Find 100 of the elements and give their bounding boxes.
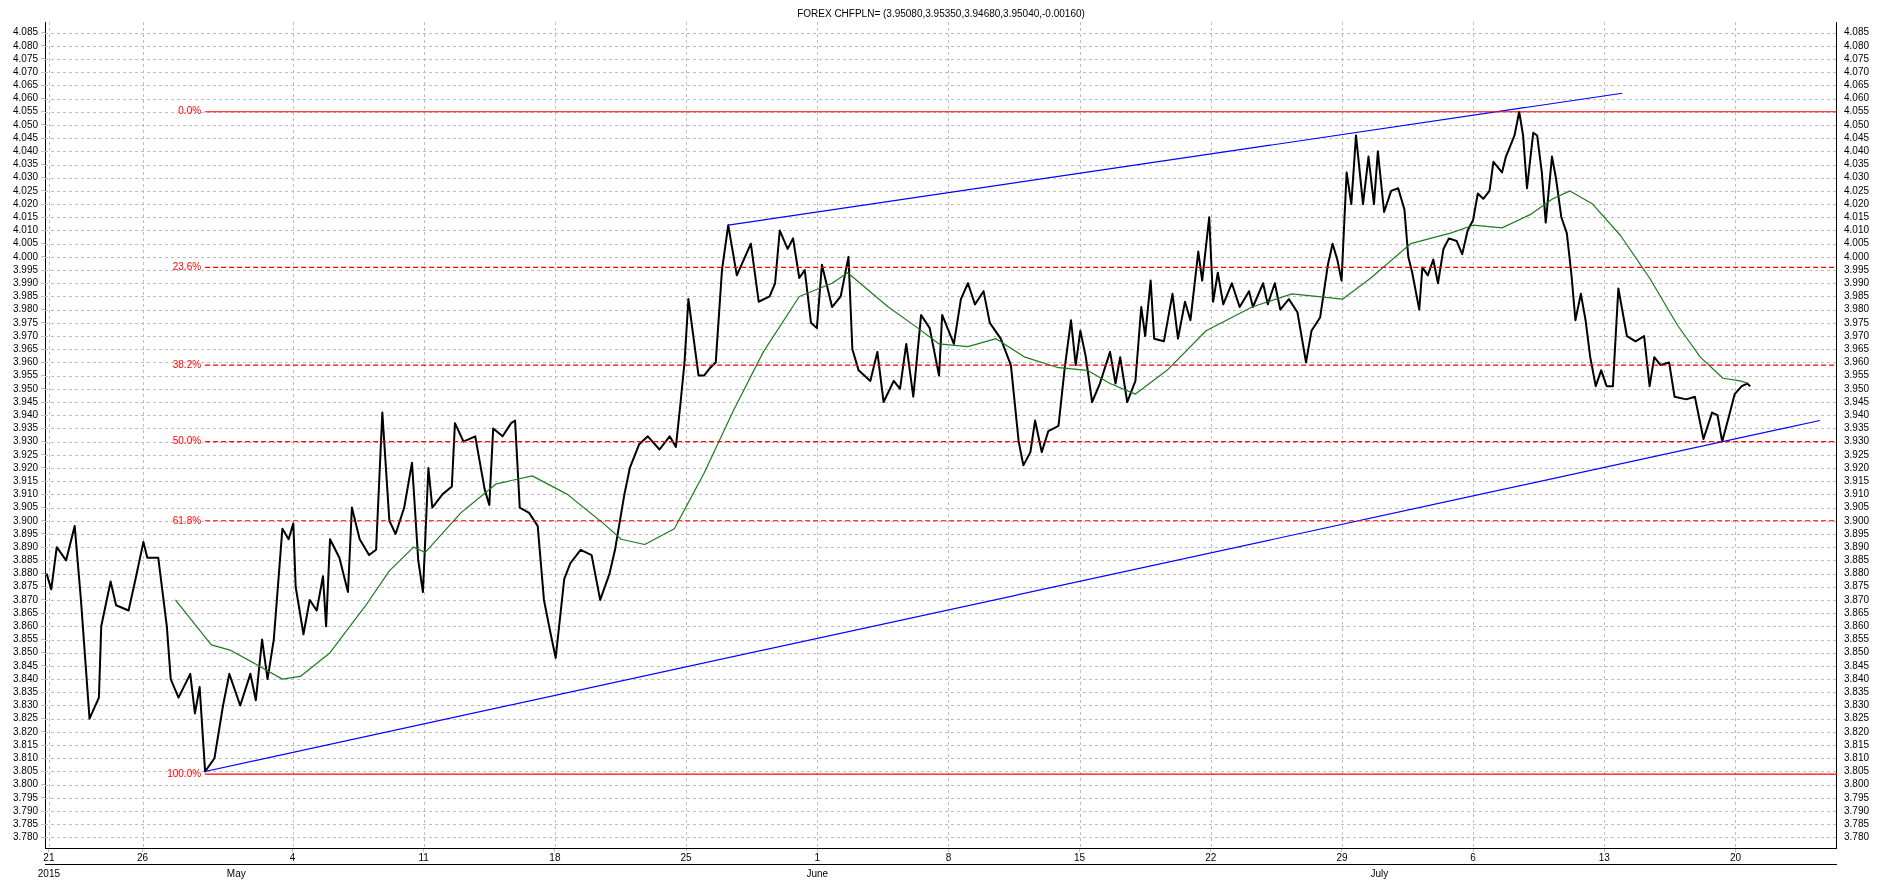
y2-tick-label: 4.060: [1843, 92, 1870, 104]
y2-tick-label: 4.040: [1843, 145, 1870, 157]
series-label: 100.0%: [167, 767, 202, 779]
y-tick-label: 4.045: [12, 131, 39, 143]
y2-tick-label: 3.875: [1843, 580, 1870, 592]
y-tick-label: 4.075: [12, 52, 39, 64]
y-tick-label: 4.035: [12, 158, 39, 170]
series-label: 23.6%: [172, 261, 202, 273]
y-tick-label: 4.010: [12, 224, 39, 236]
y-tick-label: 3.970: [12, 329, 39, 341]
y2-tick-label: 3.780: [1843, 831, 1870, 843]
y-tick-label: 3.860: [12, 620, 39, 632]
x-tick-label: 22: [1205, 851, 1217, 863]
y-tick-label: 3.955: [12, 369, 39, 381]
y2-tick-label: 4.045: [1843, 131, 1870, 143]
y2-tick-label: 3.940: [1843, 408, 1870, 420]
y2-tick-label: 3.935: [1843, 422, 1870, 434]
y2-tick-label: 4.030: [1843, 171, 1870, 183]
y2-tick-label: 3.840: [1843, 672, 1870, 684]
y2-tick-label: 3.945: [1843, 395, 1870, 407]
y-tick-label: 3.885: [12, 554, 39, 566]
y2-tick-label: 4.035: [1843, 158, 1870, 170]
y-tick-label: 3.975: [12, 316, 39, 328]
x-tick-label: 4: [289, 851, 296, 863]
y2-tick-label: 3.880: [1843, 567, 1870, 579]
y2-tick-label: 4.015: [1843, 211, 1870, 223]
y2-tick-label: 3.985: [1843, 290, 1870, 302]
y-tick-label: 4.070: [12, 65, 39, 77]
y2-tick-label: 3.980: [1843, 303, 1870, 315]
y-tick-label: 3.840: [12, 672, 39, 684]
y-tick-label: 4.040: [12, 145, 39, 157]
y-tick-label: 3.995: [12, 263, 39, 275]
y-tick-label: 3.810: [12, 752, 39, 764]
y2-tick-label: 4.050: [1843, 118, 1870, 130]
y-tick-label: 4.020: [12, 197, 39, 209]
x-tick-label: 15: [1074, 851, 1086, 863]
y2-tick-label: 4.065: [1843, 79, 1870, 91]
series-label: 50.0%: [172, 435, 202, 447]
y-tick-label: 3.890: [12, 540, 39, 552]
y-tick-label: 4.080: [12, 39, 39, 51]
y-tick-label: 3.945: [12, 395, 39, 407]
x-tick-label: 1: [814, 851, 821, 863]
y-tick-label: 4.030: [12, 171, 39, 183]
y-tick-label: 3.910: [12, 488, 39, 500]
y2-tick-label: 4.020: [1843, 197, 1870, 209]
y2-tick-label: 3.785: [1843, 818, 1870, 829]
y-tick-label: 4.015: [12, 211, 39, 223]
y-tick-label: 3.855: [12, 633, 39, 645]
y-tick-label: 4.000: [12, 250, 39, 262]
y-tick-label: 3.815: [12, 738, 39, 750]
y-tick-label: 4.060: [12, 92, 39, 104]
y2-tick-label: 3.810: [1843, 752, 1870, 764]
y-tick-label: 4.025: [12, 184, 39, 196]
y2-tick-label: 4.000: [1843, 250, 1870, 262]
y2-tick-label: 3.955: [1843, 369, 1870, 381]
y2-tick-label: 3.820: [1843, 725, 1870, 737]
series-label: 38.2%: [172, 358, 202, 370]
y2-tick-label: 3.865: [1843, 606, 1870, 618]
y2-tick-label: 3.825: [1843, 712, 1870, 724]
y2-tick-label: 3.960: [1843, 356, 1870, 368]
y-tick-label: 3.900: [12, 514, 39, 526]
y2-tick-label: 3.805: [1843, 765, 1870, 777]
y-tick-label: 3.915: [12, 474, 39, 486]
y-tick-label: 3.835: [12, 686, 39, 698]
y2-tick-label: 3.885: [1843, 554, 1870, 566]
y2-tick-label: 3.845: [1843, 659, 1870, 671]
y2-tick-label: 3.835: [1843, 686, 1870, 698]
y2-tick-label: 3.795: [1843, 791, 1870, 803]
y2-tick-label: 3.790: [1843, 804, 1870, 816]
x-tick-label: 25: [680, 851, 693, 863]
y2-tick-label: 3.990: [1843, 277, 1870, 289]
x-tick-label: 13: [1598, 851, 1611, 863]
y2-tick-label: 4.010: [1843, 224, 1870, 236]
y2-tick-label: 4.070: [1843, 65, 1870, 77]
y-tick-label: 3.935: [12, 422, 39, 434]
x-tick-label: 29: [1336, 851, 1348, 863]
y2-tick-label: 3.970: [1843, 329, 1870, 341]
y2-tick-label: 3.995: [1843, 263, 1870, 275]
y2-tick-label: 3.915: [1843, 474, 1870, 486]
y-tick-label: 3.865: [12, 606, 39, 618]
y-tick-label: 3.795: [12, 791, 39, 803]
y2-tick-label: 3.930: [1843, 435, 1870, 447]
y2-tick-label: 4.025: [1843, 184, 1870, 196]
x-tick-label: 11: [418, 851, 430, 863]
y-tick-label: 3.990: [12, 277, 39, 289]
y-tick-label: 3.820: [12, 725, 39, 737]
y2-tick-label: 4.075: [1843, 52, 1870, 64]
y-tick-label: 4.050: [12, 118, 39, 130]
y-tick-label: 3.985: [12, 290, 39, 302]
y-tick-label: 3.925: [12, 448, 39, 460]
y2-tick-label: 3.860: [1843, 620, 1870, 632]
y-tick-label: 3.980: [12, 303, 39, 315]
chart-title: FOREX CHFPLN= (3.95080,3.95350,3.94680,3.95040,-0.00160): [797, 7, 1085, 19]
y2-tick-label: 4.080: [1843, 39, 1870, 51]
y-tick-label: 3.785: [12, 818, 39, 829]
y2-tick-label: 3.910: [1843, 488, 1870, 500]
y-tick-label: 3.790: [12, 804, 39, 816]
x2-tick-label: 2015: [37, 867, 61, 879]
y-tick-label: 3.850: [12, 646, 39, 658]
x-tick-label: 20: [1729, 851, 1742, 863]
